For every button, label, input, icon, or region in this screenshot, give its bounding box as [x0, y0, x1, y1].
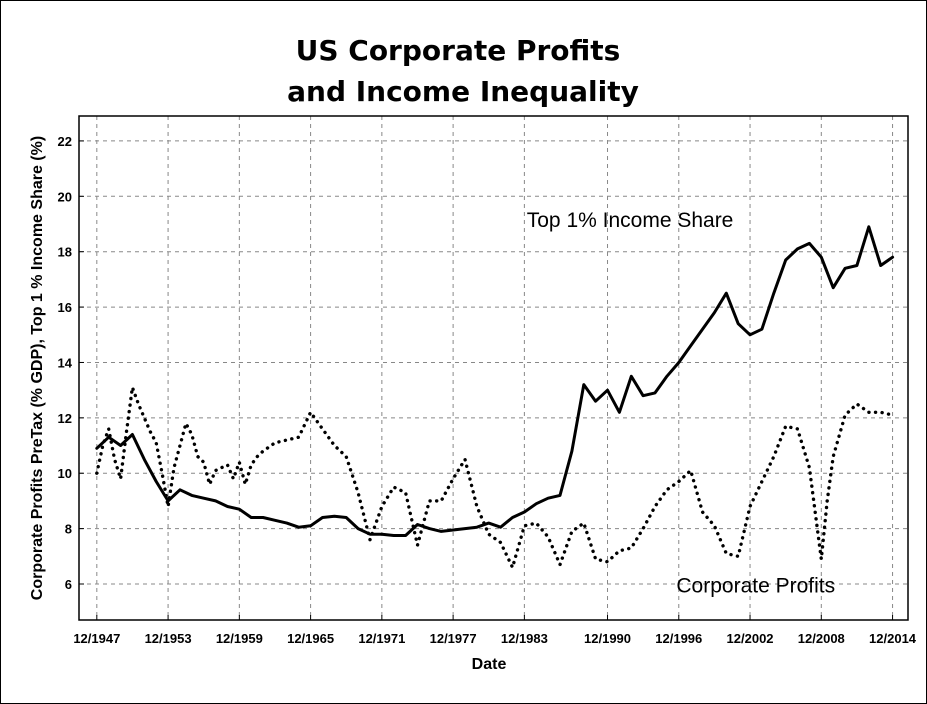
- plot-area-frame: [78, 115, 909, 621]
- x-axis-label: Date: [472, 656, 507, 673]
- y-axis-label: Corporate Profits PreTax (% GDP), Top 1 …: [29, 136, 46, 600]
- y-tick-label: 18: [58, 245, 72, 260]
- x-tick-label: 12/2014: [869, 631, 917, 646]
- x-tick-label: 12/1947: [73, 631, 120, 646]
- series-group: [95, 225, 895, 570]
- y-tick-label: 16: [58, 300, 72, 315]
- x-tick-label: 12/1996: [655, 631, 702, 646]
- x-tick-label: 12/1990: [584, 631, 631, 646]
- y-tick-label: 10: [58, 466, 72, 481]
- series-annotation: Corporate Profits: [676, 574, 835, 597]
- y-tick-label: 20: [58, 189, 72, 204]
- y-tick-label: 12: [58, 411, 72, 426]
- x-tick-label: 12/2008: [798, 631, 845, 646]
- x-tick-label: 12/1965: [287, 631, 334, 646]
- y-tick-label: 22: [58, 134, 72, 149]
- x-tick-label: 12/1959: [216, 631, 263, 646]
- y-tick-label: 6: [65, 577, 72, 592]
- chart-title-line-2: and Income Inequality: [287, 75, 639, 108]
- x-tick-label: 12/1971: [358, 631, 405, 646]
- x-tick-label: 12/1983: [501, 631, 548, 646]
- series-annotation: Top 1% Income Share: [527, 209, 734, 232]
- annotations: Top 1% Income Share Corporate Profits: [527, 209, 835, 598]
- x-tick-label: 12/2002: [727, 631, 774, 646]
- series-line-corporate-profits: [95, 385, 895, 570]
- y-tick-label: 8: [65, 522, 72, 537]
- grid: [79, 116, 908, 620]
- x-tick-label: 12/1953: [145, 631, 192, 646]
- chart-title-line-1: US Corporate Profits: [296, 34, 621, 67]
- y-tick-label: 14: [58, 355, 73, 370]
- x-tick-label: 12/1977: [430, 631, 477, 646]
- series-line-top-1-income-share: [95, 225, 895, 537]
- axis-ticks: 6 8 10 12 14 16 18 20 22 12/1947 12/1953 12/1959 12/…: [58, 134, 917, 646]
